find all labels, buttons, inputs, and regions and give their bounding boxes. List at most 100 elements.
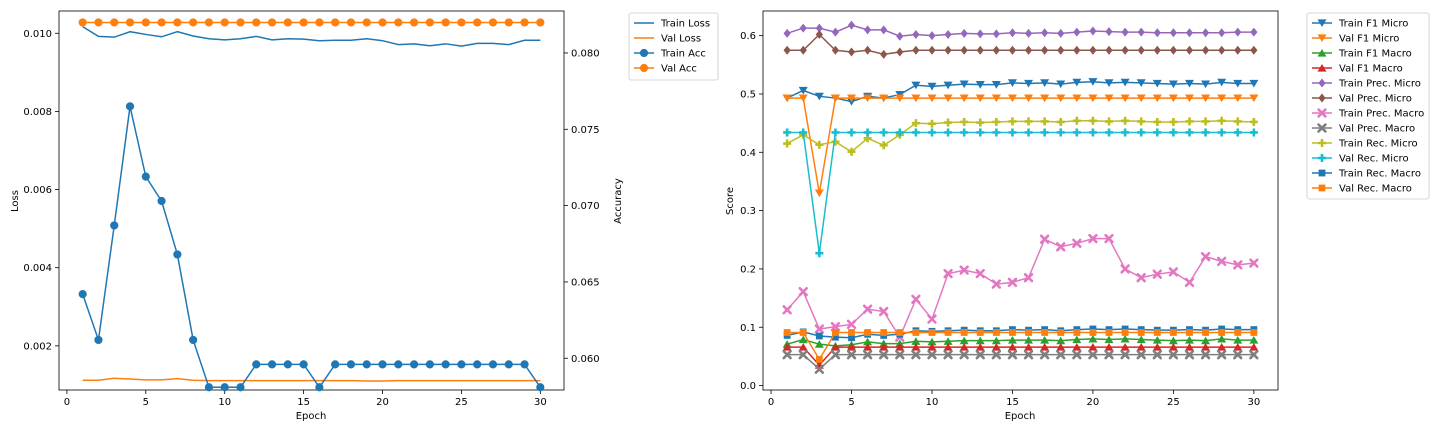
- data-point: [1041, 28, 1049, 38]
- data-point: [831, 137, 840, 146]
- data-point: [1168, 94, 1178, 103]
- data-point: [189, 18, 198, 27]
- data-point: [847, 343, 857, 351]
- data-point: [911, 128, 920, 137]
- y-tick-label: 0.1: [740, 323, 756, 334]
- data-point: [157, 18, 166, 27]
- data-point: [1039, 349, 1050, 360]
- data-point: [1024, 343, 1034, 351]
- data-point: [1088, 334, 1098, 343]
- data-point: [1104, 343, 1114, 351]
- legend-item: Val Acc: [634, 64, 697, 75]
- data-point: [1249, 258, 1259, 268]
- data-point: [1088, 343, 1098, 351]
- data-point: [315, 18, 324, 27]
- data-point: [976, 29, 984, 39]
- legend-marker: [1318, 139, 1326, 147]
- data-point: [895, 343, 905, 351]
- legend-marker: [1317, 34, 1327, 43]
- series-line: [786, 24, 1254, 38]
- data-point: [504, 360, 513, 369]
- data-point: [1184, 349, 1195, 360]
- data-point: [782, 343, 792, 351]
- x-axis-label: Epoch: [296, 411, 327, 422]
- data-point: [1200, 251, 1211, 262]
- data-point: [1152, 269, 1162, 279]
- data-point: [78, 290, 87, 299]
- legend-label: Train Acc: [660, 49, 706, 60]
- legend-label: Train Prec. Micro: [1338, 79, 1421, 90]
- data-point: [1216, 349, 1227, 360]
- legend-marker: [639, 48, 649, 58]
- data-point: [1073, 45, 1081, 55]
- data-point: [991, 81, 1001, 89]
- data-point: [157, 196, 166, 206]
- legend-item: Train Rec. Micro: [1312, 139, 1418, 150]
- data-point: [1007, 343, 1017, 351]
- data-point: [204, 18, 214, 27]
- data-point: [1233, 343, 1243, 351]
- data-point: [782, 349, 792, 360]
- plot-area-frame: [762, 10, 1279, 391]
- data-point: [1024, 117, 1033, 126]
- data-point: [879, 141, 888, 150]
- legend-label: Val Loss: [661, 34, 701, 45]
- data-point: [488, 18, 498, 27]
- data-point: [1249, 79, 1259, 88]
- data-point: [1008, 28, 1017, 38]
- data-point: [1184, 94, 1194, 103]
- x-tick-label: 20: [1087, 397, 1100, 408]
- y2-tick-label: 0.060: [571, 354, 600, 365]
- data-point: [1040, 117, 1049, 126]
- legend-label: Val Prec. Macro: [1339, 124, 1415, 135]
- y2-tick-label: 0.080: [571, 48, 600, 59]
- data-point: [879, 349, 889, 360]
- data-point: [110, 221, 119, 230]
- data-point: [992, 329, 1000, 336]
- data-point: [1121, 116, 1130, 125]
- data-point: [830, 343, 840, 351]
- data-point: [1153, 128, 1162, 137]
- data-point: [1120, 94, 1130, 103]
- data-point: [847, 94, 857, 103]
- data-point: [1008, 117, 1017, 126]
- series-line: [81, 106, 541, 389]
- data-point: [943, 349, 953, 360]
- data-point: [783, 139, 792, 148]
- series-val-f1-macro: [782, 343, 1259, 369]
- data-point: [236, 18, 245, 27]
- legend-frame: [628, 12, 719, 81]
- data-point: [1088, 94, 1098, 103]
- data-point: [1136, 343, 1146, 351]
- series-val-acc: [78, 18, 545, 27]
- data-point: [189, 335, 198, 345]
- data-point: [1185, 28, 1194, 38]
- data-point: [992, 117, 1001, 126]
- data-point: [1120, 264, 1130, 274]
- data-point: [944, 329, 952, 336]
- data-point: [1089, 26, 1097, 36]
- data-point: [814, 324, 825, 334]
- legend: Train Loss Val Loss Train Acc Val Acc: [628, 12, 719, 81]
- data-point: [220, 18, 229, 27]
- series-line: [786, 338, 1254, 347]
- data-point: [1120, 343, 1130, 351]
- data-point: [1024, 336, 1034, 344]
- data-point: [815, 249, 824, 258]
- data-point: [1041, 329, 1049, 336]
- data-point: [1202, 329, 1209, 336]
- series-train-f1-micro: [782, 78, 1259, 106]
- data-point: [896, 329, 904, 336]
- data-point: [1007, 277, 1018, 288]
- data-point: [1105, 128, 1114, 137]
- data-point: [831, 128, 840, 137]
- data-point: [1185, 117, 1194, 126]
- data-point: [928, 45, 936, 55]
- series-val-loss: [82, 377, 541, 382]
- data-point: [959, 94, 969, 103]
- data-point: [1216, 256, 1227, 267]
- data-point: [299, 360, 308, 369]
- data-point: [1169, 45, 1177, 55]
- data-point: [1040, 94, 1050, 103]
